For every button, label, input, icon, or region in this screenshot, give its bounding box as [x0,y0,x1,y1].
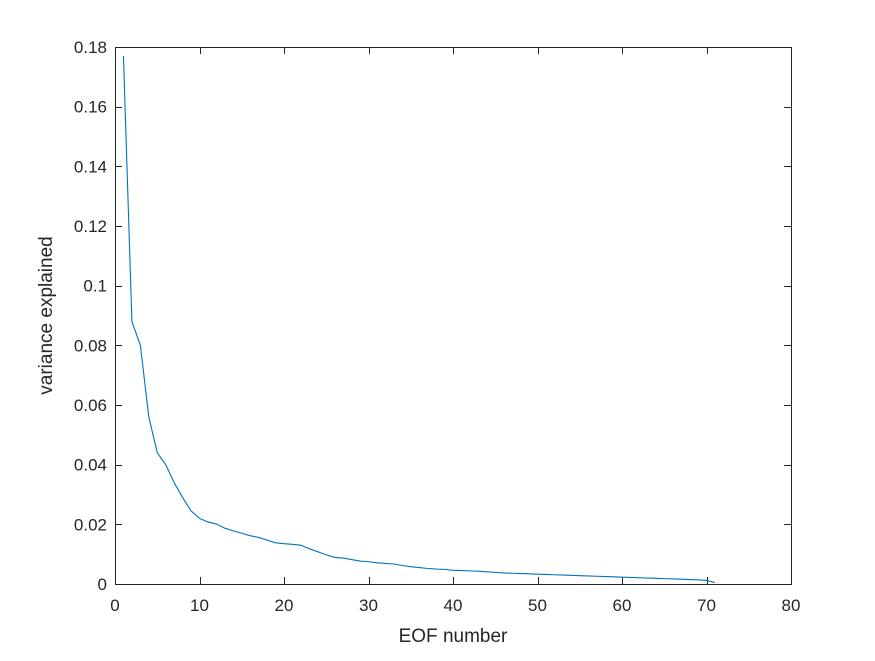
x-tick-label: 20 [275,596,294,615]
x-tick-label: 40 [444,596,463,615]
y-tick-label: 0.12 [74,217,107,236]
x-tick-label: 70 [697,596,716,615]
y-tick-label: 0.1 [83,277,107,296]
x-tick-label: 60 [613,596,632,615]
x-tick-label: 0 [110,596,119,615]
y-tick-label: 0.02 [74,515,107,534]
x-tick-label: 50 [528,596,547,615]
y-tick-label: 0.18 [74,38,107,57]
y-tick-label: 0.04 [74,456,107,475]
y-axis-ticks: 0 0.02 0.04 0.06 0.08 0.1 0.12 0.14 0.16 0.18 [74,38,791,594]
y-tick-label: 0 [98,575,107,594]
x-tick-label: 80 [782,596,801,615]
y-tick-label: 0.16 [74,98,107,117]
x-tick-label: 10 [190,596,209,615]
y-axis-label: variance explained [36,236,57,394]
plot-area-frame [115,47,792,585]
y-tick-label: 0.06 [74,396,107,415]
y-tick-label: 0.14 [74,157,107,176]
x-tick-label: 30 [359,596,378,615]
x-axis-label: EOF number [399,626,508,647]
series-layer [122,55,716,584]
series-line [122,55,716,584]
y-tick-label: 0.08 [74,336,107,355]
x-axis-ticks: 0 10 20 30 40 50 60 70 80 [110,47,800,615]
